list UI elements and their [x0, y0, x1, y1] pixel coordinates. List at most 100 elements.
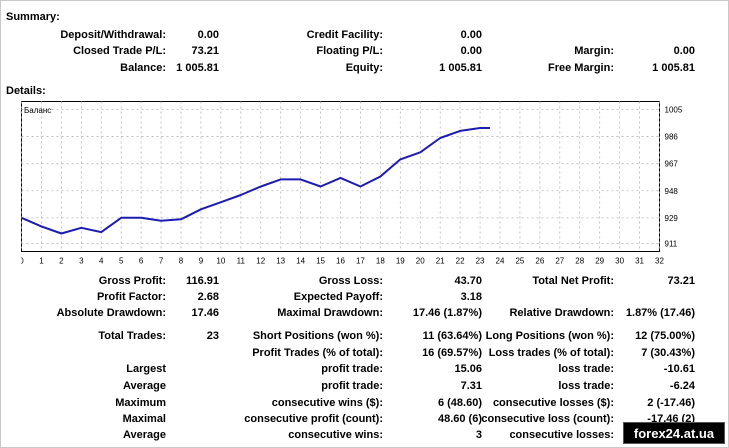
details-value-1: 23	[206, 330, 219, 342]
deposit-label: Deposit/Withdrawal:	[60, 29, 166, 41]
x-tick-label: 2	[59, 257, 64, 266]
x-tick-label: 28	[575, 257, 584, 266]
summary-title: Summary:	[6, 11, 60, 23]
x-tick-label: 21	[436, 257, 445, 266]
x-tick-label: 8	[179, 257, 184, 266]
details-label-1: Average	[122, 380, 166, 392]
floating-label: Floating P/L:	[316, 45, 383, 57]
details-label-1: Profit Factor:	[96, 291, 166, 303]
closed-pl-value: 73.21	[191, 45, 219, 57]
y-tick-labels: 911 929 948 967 986 1005	[665, 106, 683, 249]
details-label-2: Gross Loss:	[318, 275, 383, 287]
x-tick-labels: 0 1 2 3 4 5 6 7 8 9 10 11 12 13 14 15 16 17 18 19 20 21 22 23 24…	[19, 257, 664, 266]
y-tick-label: 1005	[665, 106, 683, 115]
details-value-3: 1.87% (17.46)	[625, 307, 695, 319]
floating-value: 0.00	[460, 45, 482, 57]
balance-chart: Баланс 0 1 2 3 4 5 6 7 8 9 10 11 12 13 14 15 16 17 18 19 20 2…	[19, 101, 711, 271]
x-tick-label: 31	[635, 257, 644, 266]
equity-value: 1 005.81	[439, 62, 482, 74]
details-label-3: consecutive losses:	[509, 429, 614, 441]
details-row: Profit Trades (% of total): 16 (69.57%) Lo…	[1, 347, 729, 361]
credit-label: Credit Facility:	[306, 29, 383, 41]
details-value-3: 73.21	[667, 275, 695, 287]
summary-row-1: Deposit/Withdrawal: 0.00 Credit Facility…	[1, 29, 729, 43]
details-label-2: consecutive wins ($):	[271, 397, 383, 409]
x-tick-label: 27	[555, 257, 564, 266]
x-tick-label: 12	[256, 257, 265, 266]
details-label-3: loss trade:	[558, 363, 614, 375]
free-margin-value: 1 005.81	[652, 62, 695, 74]
x-tick-label: 1	[39, 257, 44, 266]
closed-pl-label: Closed Trade P/L:	[73, 45, 166, 57]
y-tick-label: 948	[665, 187, 679, 196]
details-value-1: 17.46	[191, 307, 219, 319]
details-label-2: consecutive wins:	[288, 429, 383, 441]
x-tick-label: 9	[199, 257, 204, 266]
details-title: Details:	[6, 85, 46, 97]
balance-label: Balance:	[120, 62, 166, 74]
details-row: Largest profit trade: 15.06 loss trade: -10.…	[1, 363, 729, 377]
details-label-1: Average	[122, 429, 166, 441]
credit-value: 0.00	[460, 29, 482, 41]
x-tick-label: 19	[396, 257, 405, 266]
details-value-2: 11 (63.64%)	[422, 330, 482, 342]
details-label-1: Absolute Drawdown:	[56, 307, 166, 319]
equity-label: Equity:	[345, 62, 383, 74]
watermark-logo: forex24.at.ua	[623, 422, 725, 444]
y-tick-label: 929	[665, 214, 679, 223]
details-row: Gross Profit: 116.91 Gross Loss: 43.70 Total…	[1, 275, 729, 289]
details-value-2: 3	[475, 429, 482, 441]
details-label-3: Loss trades (% of total):	[488, 347, 614, 359]
details-value-2: 43.70	[454, 275, 482, 287]
details-label-2: Maximal Drawdown:	[277, 307, 383, 319]
x-tick-label: 25	[515, 257, 524, 266]
details-label-2: Short Positions (won %):	[252, 330, 383, 342]
details-value-1: 116.91	[185, 275, 219, 287]
details-label-3: loss trade:	[558, 380, 614, 392]
details-value-3: -10.61	[663, 363, 695, 375]
details-label-3: Total Net Profit:	[532, 275, 614, 287]
details-row: Maximal consecutive profit (count): 48.60 …	[1, 413, 729, 427]
details-value-2: 16 (69.57%)	[422, 347, 482, 359]
x-tick-label: 15	[316, 257, 325, 266]
details-value-2: 48.60 (6)	[437, 413, 482, 425]
free-margin-label: Free Margin:	[547, 62, 614, 74]
x-tick-label: 5	[119, 257, 124, 266]
x-tick-label: 11	[237, 257, 246, 266]
x-tick-label: 0	[21, 257, 24, 266]
y-tick-label: 986	[665, 133, 679, 142]
margin-label: Margin:	[574, 45, 614, 57]
summary-row-3: Balance: 1 005.81 Equity: 1 005.81 Free …	[1, 62, 729, 76]
details-label-2: Profit Trades (% of total):	[252, 347, 383, 359]
y-tick-label: 911	[665, 240, 678, 249]
details-value-2: 7.31	[460, 380, 482, 392]
x-tick-label: 17	[356, 257, 365, 266]
deposit-value: 0.00	[197, 29, 219, 41]
details-row: Average profit trade: 7.31 loss trade: -6.24	[1, 380, 729, 394]
x-tick-label: 4	[99, 257, 104, 266]
details-row: Profit Factor: 2.68 Expected Payoff: 3.18	[1, 291, 729, 305]
details-value-2: 17.46 (1.87%)	[412, 307, 482, 319]
details-label-3: Long Positions (won %):	[485, 330, 614, 342]
y-tick-label: 967	[665, 160, 679, 169]
details-label-2: profit trade:	[321, 380, 383, 392]
x-tick-label: 16	[336, 257, 345, 266]
balance-value: 1 005.81	[176, 62, 219, 74]
x-tick-label: 10	[216, 257, 225, 266]
x-tick-label: 6	[139, 257, 144, 266]
x-tick-label: 32	[655, 257, 664, 266]
details-value-3: 2 (-17.46)	[647, 397, 695, 409]
x-tick-label: 20	[416, 257, 425, 266]
details-value-3: -6.24	[669, 380, 695, 392]
details-label-1: Maximum	[115, 397, 166, 409]
details-value-3: 12 (75.00%)	[635, 330, 695, 342]
details-value-2: 15.06	[454, 363, 482, 375]
x-tick-label: 7	[159, 257, 164, 266]
details-value-3: 7 (30.43%)	[641, 347, 695, 359]
details-row: Average consecutive wins: 3 consecutive los…	[1, 429, 729, 443]
x-tick-label: 3	[79, 257, 84, 266]
details-row: Maximum consecutive wins ($): 6 (48.60) con…	[1, 397, 729, 411]
details-label-3: consecutive losses ($):	[492, 397, 614, 409]
details-label-3: consecutive loss (count):	[481, 413, 614, 425]
